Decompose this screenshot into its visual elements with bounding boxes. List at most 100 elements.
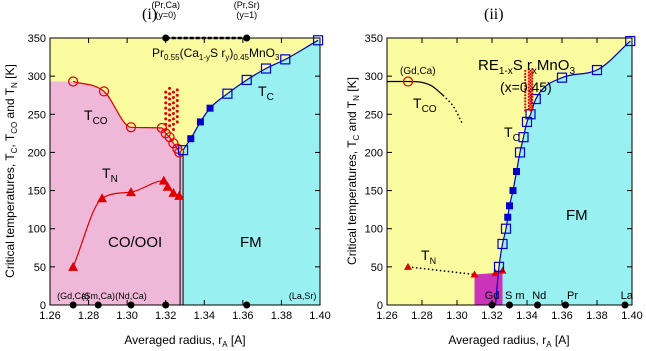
bottom-dot [562,301,569,309]
panel-ii: 1.26 1.28 1.30 1.32 1.34 1.36 1.38 1.40 0 50 100 15… [345,6,643,349]
ce-dot [524,97,527,100]
ce-dot [527,74,530,77]
ce-dot [529,106,532,109]
ce-dot [531,98,534,101]
x-tick-label: 1.40 [621,310,642,322]
x-tick-label: 1.36 [551,310,572,322]
x-tick-label: 1.30 [446,310,467,322]
ce-dot [527,95,530,98]
ce-dot [527,98,530,101]
tn-point [162,181,173,191]
x-tick-label: 1.34 [516,310,537,322]
top-annotation-right-line2: (y=1) [236,10,257,20]
tn-point [470,270,479,278]
tc-curve [182,39,319,151]
ce-dot [171,106,175,110]
tc-point [187,135,195,143]
ce-dot [168,124,172,128]
tc-point [514,147,526,158]
x-tick-label: 1.38 [586,310,607,322]
x-tick-label: 1.38 [271,310,292,322]
ce-dot [529,109,532,112]
ce-dot [531,80,534,83]
ce-dot [529,91,532,94]
y-axis-label: Critical temperatures, TC and TN [K] [345,77,361,265]
x-tick-label: 1.28 [78,310,99,322]
ce-dot [527,104,530,107]
ce-dot [524,78,527,82]
ce-dot [164,112,168,116]
co-ooi-label: CO/OOI [108,234,162,251]
ce-dot [531,107,534,111]
bottom-label: (Sm,Ca) [81,291,115,301]
tc-point [493,261,505,272]
bottom-label: (Gd,Ca) [57,291,89,301]
ce-dot [171,90,175,94]
ce-dot [531,68,534,71]
ce-dot [531,77,534,80]
ce-dot [524,100,527,103]
decorations [162,34,251,132]
y-tick-label: 100 [28,224,46,236]
bottom-label: (Nd,Ca) [115,291,147,301]
formula-doping-label: (x=0.45) [500,79,552,95]
ce-dot [529,100,532,103]
bottom-dot [488,301,496,309]
ce-dot [527,101,530,104]
ce-dot [529,84,532,88]
ce-dot [171,112,175,116]
ce-dot [164,122,168,126]
ce-dot [527,71,530,74]
ce-dot [168,108,172,112]
ce-dot [531,71,534,74]
tn-point [68,261,79,271]
ce-dot [529,69,532,72]
y-tick-label: 350 [365,33,383,45]
y-tick-label: 50 [371,262,383,274]
ce-dot [175,88,179,92]
ce-dot [524,75,527,79]
y-tick-label: 350 [28,33,46,45]
tc-point [497,238,508,250]
tco-label: TCO [413,95,437,115]
tc-point [506,202,513,210]
ce-dot [171,96,175,100]
tc-point [177,145,189,156]
y-tick-label: 250 [365,109,383,121]
bottom-dot [127,301,135,309]
ce-dot [531,86,534,89]
decorations [524,68,534,112]
x-tick-label: 1.26 [39,310,60,322]
tco-point [402,76,414,87]
tc-point [196,118,204,126]
tc-point [222,88,233,99]
ce-dot [171,128,175,132]
ce-dot [175,120,179,124]
y-tick-label: 250 [28,109,46,121]
tc-point [260,63,272,74]
antiferro-region [474,270,503,305]
x-tick-label: 1.40 [309,310,330,322]
tc-point [513,168,520,175]
tc-point [312,35,324,46]
y-tick-label: 300 [28,71,46,83]
y-tick-label: 50 [34,262,46,274]
y-tick-label: 0 [377,300,383,312]
bottom-dot [69,301,77,309]
x-tick-label: 1.34 [194,310,215,322]
ce-dot [527,83,530,86]
tn-point [158,175,169,185]
ce-dot [527,107,530,111]
tc-curve [494,40,631,306]
top-endpoint-dot [243,34,251,42]
x-tick-label: 1.30 [116,310,137,322]
ce-dot [171,122,175,126]
ce-dot [171,101,175,105]
ce-dot [524,69,527,72]
tco-label: TCO [84,107,108,127]
fm-label: FM [240,234,262,251]
y-tick-label: 200 [28,147,46,159]
ce-dot [527,86,530,89]
top-annotation-left-line2: (y=0) [155,10,176,20]
